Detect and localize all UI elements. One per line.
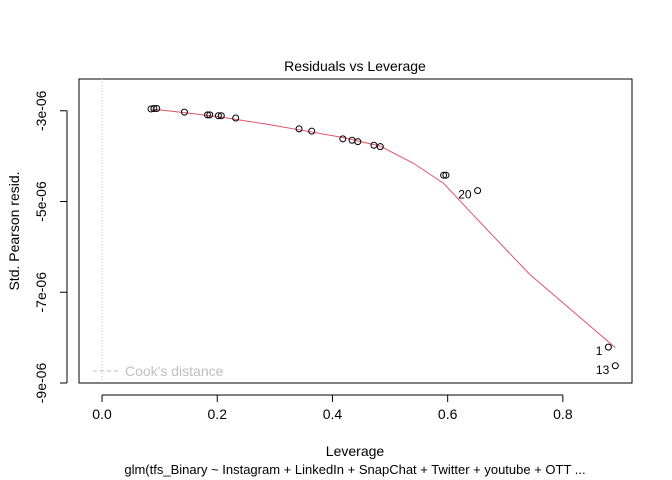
y-tick-label: -9e-06 (33, 363, 49, 404)
data-point (150, 104, 158, 112)
data-point (339, 135, 347, 143)
data-point (214, 112, 222, 120)
chart-title: Residuals vs Leverage (284, 58, 426, 74)
data-point (354, 138, 362, 146)
legend: Cook's distance (93, 363, 224, 379)
x-tick-label: 0.4 (323, 406, 343, 422)
x-tick-label: 0.8 (553, 406, 573, 422)
point-labels: 20 1 13 (458, 188, 609, 377)
point-label-13: 13 (596, 363, 610, 377)
x-axis: 0.0 0.2 0.4 0.6 0.8 (92, 394, 573, 422)
data-point (376, 143, 384, 151)
data-point (206, 111, 214, 119)
legend-cooks-distance-label: Cook's distance (125, 363, 224, 379)
data-point (474, 187, 482, 195)
point-label-20: 20 (458, 188, 472, 202)
y-tick-label: -7e-06 (33, 272, 49, 313)
plot-frame (78, 78, 633, 384)
data-point (440, 171, 448, 179)
x-tick-label: 0.2 (208, 406, 228, 422)
data-point (180, 108, 188, 116)
data-point (203, 111, 211, 119)
data-point (442, 171, 450, 179)
data-point (604, 343, 612, 351)
plot-area: 20 1 13 Cook's distance (78, 78, 633, 384)
y-axis-label: Std. Pearson resid. (6, 171, 22, 290)
y-axis: -3e-06 -5e-06 -7e-06 -9e-06 (33, 90, 68, 404)
x-tick-label: 0.6 (438, 406, 458, 422)
point-label-1: 1 (596, 344, 603, 358)
y-tick-label: -5e-06 (33, 181, 49, 222)
x-axis-label: Leverage (326, 443, 385, 459)
y-tick-label: -3e-06 (33, 90, 49, 131)
data-point (308, 127, 316, 135)
data-point (611, 362, 619, 370)
model-formula-subtitle: glm(tfs_Binary ~ Instagram + LinkedIn + … (124, 462, 585, 477)
data-point (232, 114, 240, 122)
x-tick-label: 0.0 (92, 406, 112, 422)
data-point (153, 104, 161, 112)
data-point (370, 141, 378, 149)
data-point (295, 125, 303, 133)
data-points (147, 104, 619, 370)
data-point (217, 112, 225, 120)
